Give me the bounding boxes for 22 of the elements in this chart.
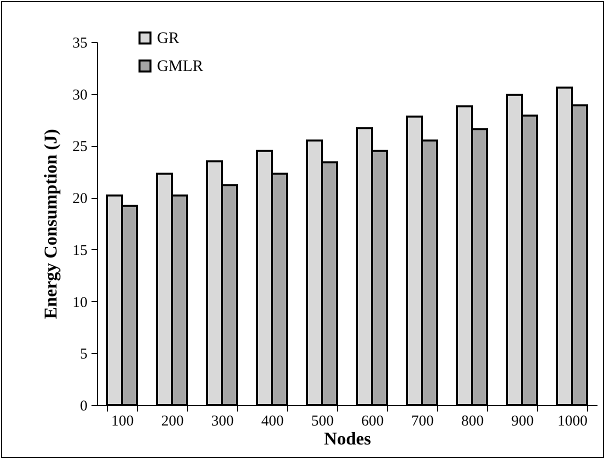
x-tick-label: 1000 bbox=[558, 414, 588, 430]
x-tick-label: 200 bbox=[161, 414, 184, 430]
y-tick-label: 5 bbox=[80, 346, 88, 363]
y-tick-label: 15 bbox=[72, 242, 88, 259]
x-tick-label: 300 bbox=[211, 414, 234, 430]
legend-label: GR bbox=[157, 30, 180, 47]
y-tick-label: 0 bbox=[80, 398, 88, 414]
y-axis-title: Energy Consumption (J) bbox=[40, 128, 60, 320]
x-tick-label: 700 bbox=[411, 414, 434, 430]
x-tick-label: 800 bbox=[461, 414, 484, 430]
y-tick-label: 25 bbox=[72, 139, 88, 156]
y-tick-label: 10 bbox=[72, 294, 88, 311]
x-tick-label: 400 bbox=[261, 414, 284, 430]
y-tick-label: 35 bbox=[72, 36, 88, 52]
y-tick-label: 20 bbox=[72, 191, 88, 208]
x-axis-title: Nodes bbox=[324, 428, 372, 448]
x-tick-label: 900 bbox=[511, 414, 534, 430]
legend-label: GMLR bbox=[157, 58, 204, 75]
x-tick-label: 500 bbox=[311, 414, 334, 430]
x-tick-label: 100 bbox=[111, 414, 134, 430]
y-tick-label: 30 bbox=[72, 87, 88, 104]
x-tick-label: 600 bbox=[361, 414, 384, 430]
